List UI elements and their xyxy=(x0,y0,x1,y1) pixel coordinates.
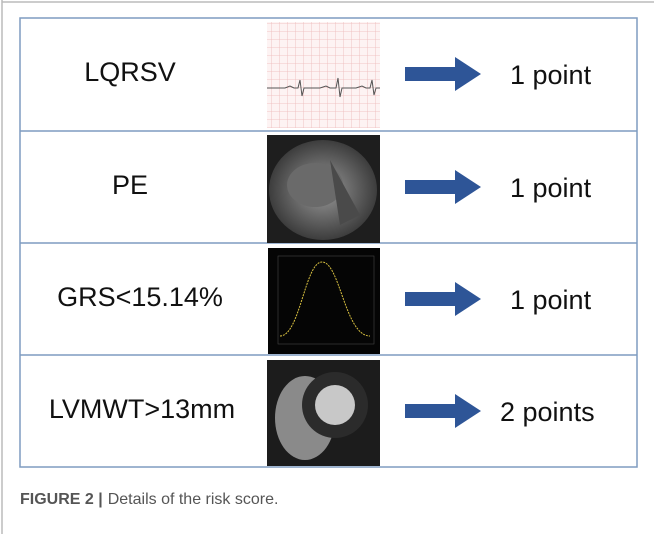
caption-label: FIGURE 2 | xyxy=(20,491,103,508)
caption: FIGURE 2 | Details of the risk score. xyxy=(20,491,278,508)
mri-image xyxy=(267,135,380,243)
row-points: 1 point xyxy=(510,173,592,203)
row-points: 2 points xyxy=(500,397,595,427)
row-label: LVMWT>13mm xyxy=(49,394,235,424)
curve-image xyxy=(268,248,380,354)
row-label: PE xyxy=(112,170,148,200)
row-points: 1 point xyxy=(510,60,592,90)
figure: LQRSV PE GRS<15.14% LVMWT>13mm 1 point 1… xyxy=(0,0,654,534)
short-axis-image xyxy=(267,360,380,466)
caption-text: Details of the risk score. xyxy=(108,491,279,508)
row-label: LQRSV xyxy=(84,57,176,87)
row-label: GRS<15.14% xyxy=(57,282,223,312)
ecg-image xyxy=(267,22,380,128)
row-points: 1 point xyxy=(510,285,592,315)
